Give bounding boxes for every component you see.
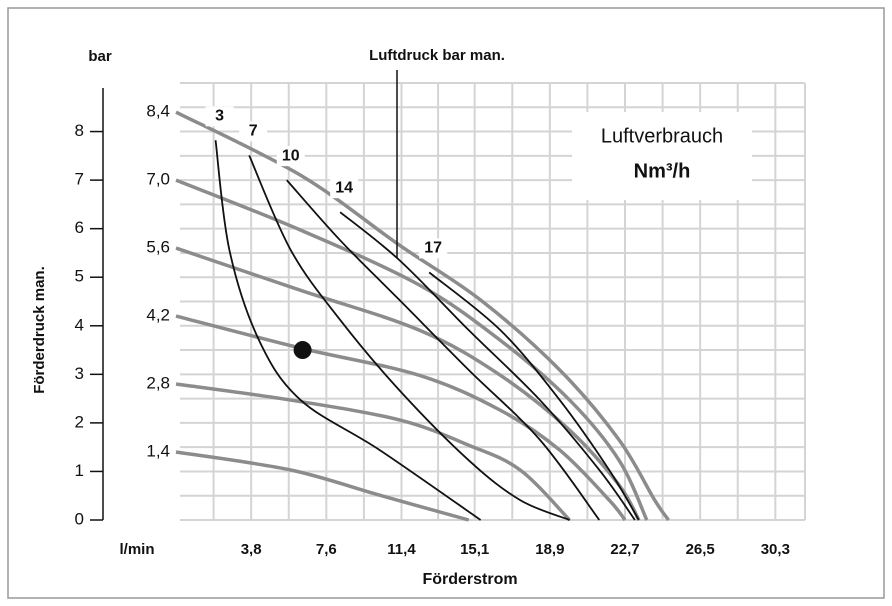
series-label: 10 bbox=[282, 147, 300, 164]
y-unit: bar bbox=[88, 48, 112, 65]
y-tick-label: 4 bbox=[75, 315, 84, 334]
x-tick-label: 3,8 bbox=[241, 541, 262, 558]
y-tick-label: 0 bbox=[75, 509, 84, 528]
x-unit: l/min bbox=[119, 541, 154, 558]
y-tick-label: 1 bbox=[75, 461, 84, 480]
x-tick-label: 18,9 bbox=[535, 541, 564, 558]
y-tick-label: 6 bbox=[75, 218, 84, 237]
y-tick-label: 8 bbox=[75, 121, 84, 140]
series-label: 7,0 bbox=[146, 170, 170, 189]
series-label-bg bbox=[239, 121, 268, 142]
series-label-bg bbox=[419, 238, 448, 259]
x-tick-label: 11,4 bbox=[387, 541, 416, 558]
legend-title: Luftverbrauch bbox=[601, 125, 723, 147]
x-tick-label: 26,5 bbox=[686, 541, 715, 558]
legend-unit: Nm³/h bbox=[634, 160, 691, 182]
series-label: 8,4 bbox=[146, 102, 170, 121]
grid bbox=[180, 82, 806, 521]
series-line bbox=[214, 140, 482, 521]
series-label-bg bbox=[276, 146, 305, 167]
series-line bbox=[175, 110, 670, 522]
series-label: 2,8 bbox=[146, 374, 170, 393]
series-line bbox=[339, 211, 636, 521]
x-tick-label: 7,6 bbox=[316, 541, 337, 558]
y-axis-label: Förderdruck man. bbox=[31, 266, 48, 394]
series-label: 5,6 bbox=[146, 238, 170, 257]
operating-point bbox=[293, 341, 312, 360]
series-label: 3 bbox=[215, 108, 224, 125]
series-label: 14 bbox=[335, 179, 353, 196]
series-line bbox=[175, 382, 571, 522]
series-line bbox=[248, 154, 570, 521]
x-tick-label: 30,3 bbox=[761, 541, 790, 558]
x-axis-label: Förderstrom bbox=[422, 571, 517, 588]
y-tick-label: 2 bbox=[75, 412, 84, 431]
chart-title: Luftdruck bar man. bbox=[369, 47, 505, 64]
series-label-bg bbox=[205, 106, 234, 127]
y-tick-label: 5 bbox=[75, 267, 84, 286]
series-line bbox=[175, 450, 470, 522]
series-line bbox=[175, 178, 649, 521]
series-line bbox=[428, 271, 640, 521]
series-label-bg bbox=[330, 178, 359, 199]
x-tick-label: 15,1 bbox=[460, 541, 489, 558]
series-line bbox=[175, 314, 627, 522]
series-line bbox=[286, 179, 601, 521]
series-label: 1,4 bbox=[146, 442, 170, 461]
x-tick-label: 22,7 bbox=[610, 541, 639, 558]
curves bbox=[175, 110, 670, 522]
series-label: 17 bbox=[424, 240, 442, 257]
legend-box bbox=[572, 112, 752, 200]
y-tick-label: 3 bbox=[75, 364, 84, 383]
series-label: 7 bbox=[249, 123, 258, 140]
series-label: 4,2 bbox=[146, 306, 170, 325]
y-tick-label: 7 bbox=[75, 170, 84, 189]
